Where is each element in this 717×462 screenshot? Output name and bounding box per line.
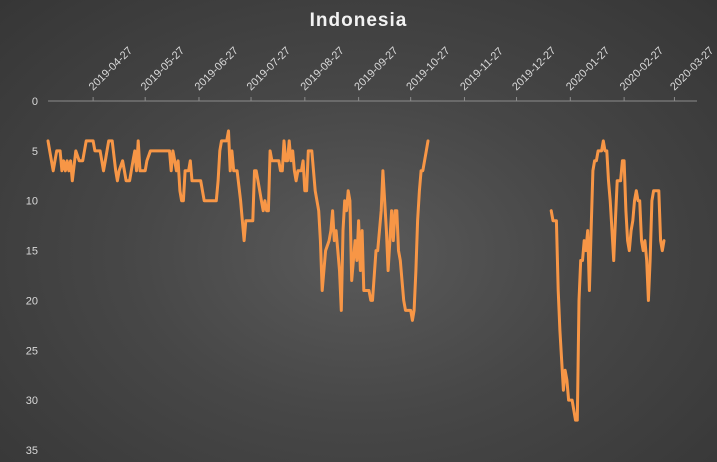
x-tick-label: 2020-02-27 [618, 45, 666, 93]
series-line [549, 139, 666, 422]
y-tick-label: 25 [26, 345, 38, 357]
chart-title: Indonesia [309, 10, 408, 31]
y-tick-label: 30 [26, 395, 38, 407]
x-tick-label: 2020-03-27 [668, 45, 716, 93]
x-tick-label: 2019-10-27 [404, 45, 452, 93]
x-tick-label: 2019-09-27 [352, 45, 400, 93]
y-tick-label: 10 [26, 196, 38, 208]
x-tick-label: 2019-08-27 [298, 45, 346, 93]
series-line [46, 129, 430, 322]
x-tick-label: 2019-04-27 [87, 45, 135, 93]
y-tick-label: 35 [26, 445, 38, 457]
x-tick-label: 2019-07-27 [245, 45, 293, 93]
y-tick-label: 0 [32, 96, 38, 108]
x-tick-label: 2019-06-27 [193, 45, 241, 93]
y-tick-label: 20 [26, 295, 38, 307]
x-tick-label: 2020-01-27 [564, 45, 612, 93]
x-tick-label: 2019-11-27 [458, 45, 506, 93]
y-tick-label: 5 [32, 146, 38, 158]
x-tick-label: 2019-12-27 [510, 45, 558, 93]
y-tick-label: 15 [26, 246, 38, 258]
x-tick-label: 2019-05-27 [139, 45, 187, 93]
